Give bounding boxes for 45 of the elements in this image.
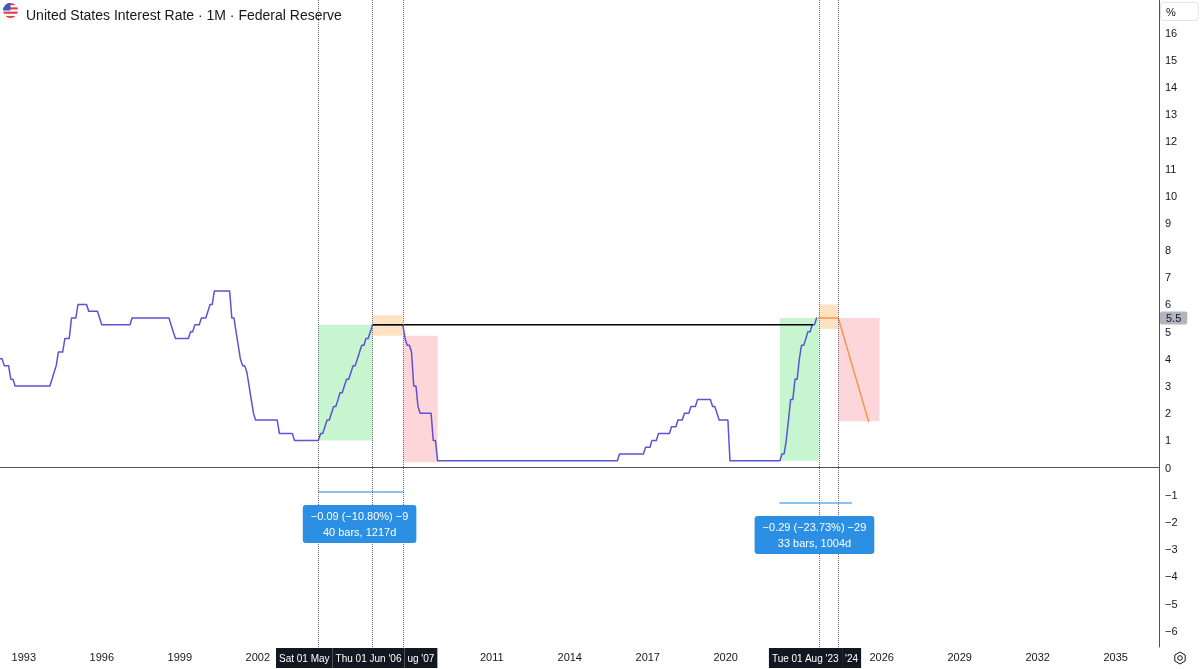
ref-line-label: Sat 01 May	[279, 652, 330, 664]
y-tick-label: 15	[1165, 53, 1178, 66]
x-tick-label: 2032	[1025, 650, 1050, 663]
x-tick-label: 2002	[245, 650, 271, 663]
y-tick-label: −1	[1165, 488, 1178, 501]
y-tick-label: −5	[1165, 597, 1178, 610]
x-tick-label: 2011	[479, 650, 504, 663]
y-tick-label: 10	[1165, 189, 1178, 202]
y-tick-label: 14	[1165, 80, 1178, 93]
x-tick-label: 2035	[1103, 650, 1128, 663]
annotation: −0.09 (−10.80%) −9 40 bars, 1217d	[310, 510, 409, 539]
x-tick-label: 1999	[167, 650, 193, 663]
y-tick-label: 11	[1165, 162, 1177, 175]
y-tick-label: 9	[1165, 216, 1172, 229]
y-tick-label: 3	[1165, 380, 1172, 393]
x-tick-label: 2026	[869, 650, 894, 663]
y-tick-label: 2	[1165, 407, 1172, 420]
x-tick-label: 1996	[89, 650, 115, 663]
x-tick-label: 2020	[713, 650, 738, 663]
y-tick-label: 6	[1165, 298, 1172, 311]
x-tick-label: 1993	[11, 650, 37, 663]
ref-line-label: Tue 01 Aug '23	[771, 652, 839, 664]
y-tick-label: 16	[1165, 26, 1178, 39]
y-tick-label: 1	[1165, 434, 1172, 447]
y-tick-label: −6	[1165, 624, 1178, 637]
y-tick-label: 8	[1165, 244, 1172, 257]
y-tick-label: 12	[1165, 135, 1178, 148]
y-tick-label: 13	[1165, 108, 1178, 121]
text: United States Interest Rate · 1M · Federal Reserve	[26, 7, 343, 23]
x-tick-label: 2029	[947, 650, 972, 663]
y-tick-label: 5	[1165, 325, 1172, 338]
annotation: −0.29 (−23.73%) −29 33 bars, 1004d	[762, 520, 867, 549]
y-tick-label: −3	[1165, 543, 1178, 556]
ref-line-label: '24	[845, 652, 859, 664]
ref-line-label: ug '07	[407, 652, 435, 664]
y-tick-label: −2	[1165, 515, 1178, 528]
x-tick-label: 2017	[635, 650, 660, 663]
y-tick-label: 0	[1165, 461, 1172, 474]
x-tick-label: 2014	[557, 650, 582, 663]
ref-line-label: Thu 01 Jun '06	[335, 652, 402, 664]
y-tick-label: −4	[1165, 570, 1178, 583]
y-axis-title: %	[1166, 5, 1176, 18]
annotation: 5.5	[1166, 312, 1182, 325]
y-tick-label: 4	[1165, 352, 1172, 365]
y-tick-label: 7	[1165, 271, 1172, 284]
